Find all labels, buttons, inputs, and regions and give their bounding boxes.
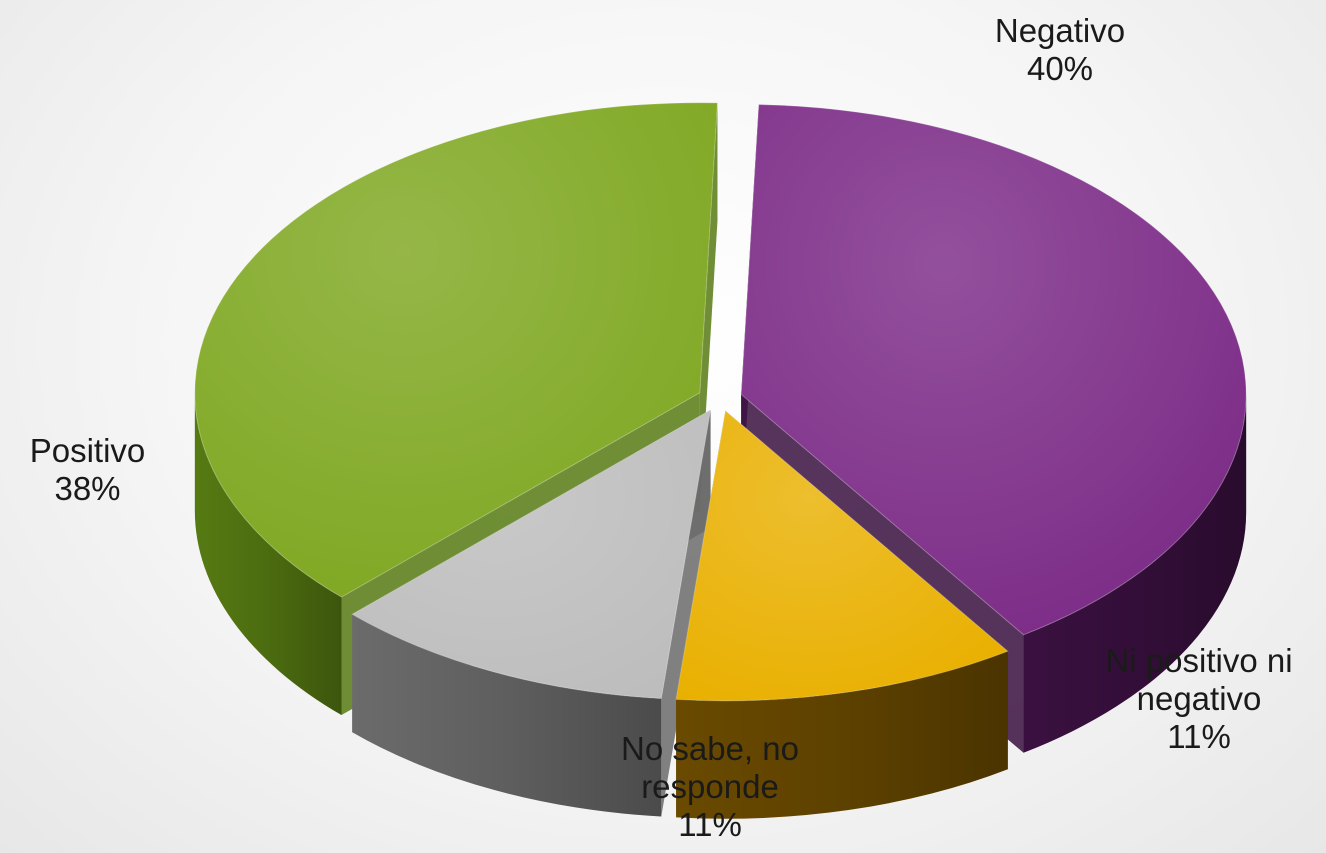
slice-shine-ni-positivo-ni-negativo — [676, 410, 1008, 701]
pie-tops — [194, 102, 1247, 702]
label-positivo-percent: 38% — [54, 470, 121, 507]
cut-face-no-sabe-no-responde-0 — [661, 409, 711, 817]
label-no-sabe-line2: responde — [641, 768, 779, 805]
label-ni-positivo-line1: Ni positivo ni — [1105, 642, 1293, 679]
slice-shine-no-sabe-no-responde — [352, 409, 711, 699]
label-ni-positivo-percent: 11% — [1167, 718, 1231, 755]
slice-shine-negativo — [741, 104, 1247, 635]
label-ni-positivo-ni-negativo: Ni positivo ni negativo 11% — [1074, 642, 1324, 756]
label-positivo: Positivo 38% — [0, 432, 175, 508]
label-no-sabe-percent: 11% — [678, 806, 742, 843]
label-negativo-name: Negativo — [994, 12, 1126, 49]
label-ni-positivo-line2: negativo — [1136, 680, 1262, 717]
label-no-sabe-line1: No sabe, no — [621, 730, 799, 767]
slice-shine-positivo — [194, 102, 718, 598]
label-negativo: Negativo 40% — [960, 12, 1160, 88]
side-shade-negativo — [1023, 394, 1247, 753]
side-shade-no-sabe-no-responde — [352, 614, 662, 817]
side-shade-ni-positivo-ni-negativo — [676, 651, 1008, 819]
label-no-sabe-no-responde: No sabe, no responde 11% — [570, 730, 850, 844]
label-positivo-name: Positivo — [29, 432, 146, 469]
cut-face-positivo-1 — [699, 102, 718, 511]
label-negativo-percent: 40% — [1026, 50, 1094, 87]
side-shade-positivo — [194, 392, 342, 716]
